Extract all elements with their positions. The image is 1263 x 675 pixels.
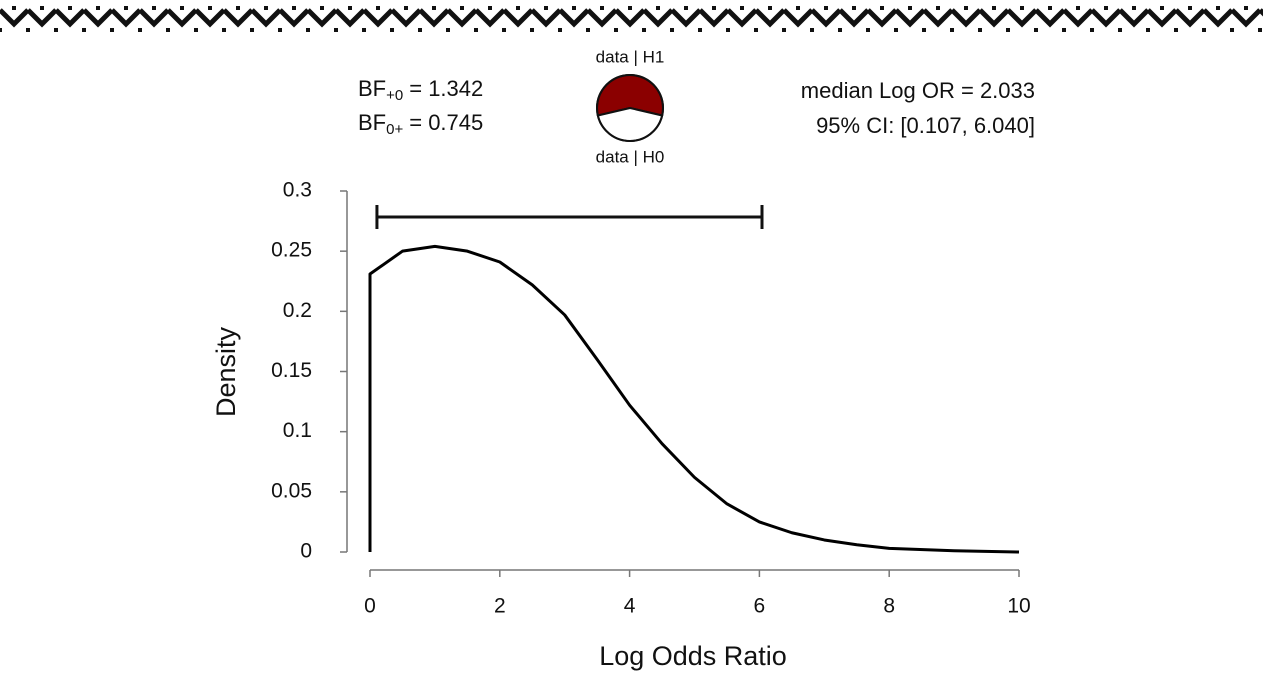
pie-outline bbox=[596, 74, 664, 142]
bf-subscript: +0 bbox=[386, 87, 403, 104]
x-tick-label: 0 bbox=[364, 595, 376, 618]
y-axis-title: Density bbox=[211, 326, 241, 417]
y-tick-label: 0.25 bbox=[271, 239, 312, 262]
bf-value: = 1.342 bbox=[409, 76, 483, 101]
ci-label: 95% CI: [0.107, 6.040] bbox=[816, 113, 1035, 138]
bf-value: = 0.745 bbox=[409, 110, 483, 135]
bf-label: BF+0 = 1.342 bbox=[358, 76, 483, 104]
median-label: median Log OR = 2.033 bbox=[801, 78, 1035, 103]
header-decoration bbox=[0, 0, 1263, 36]
x-tick-label: 2 bbox=[494, 595, 506, 618]
bf-base: BF bbox=[358, 76, 386, 101]
bf-label: BF0+ = 0.745 bbox=[358, 110, 483, 138]
x-tick-label: 10 bbox=[1007, 595, 1030, 618]
y-tick-label: 0.15 bbox=[271, 359, 312, 382]
bf-subscript: 0+ bbox=[386, 121, 403, 138]
x-tick-label: 6 bbox=[754, 595, 766, 618]
density-line bbox=[368, 244, 1020, 554]
pie-label: data | H0 bbox=[596, 147, 665, 166]
x-tick-label: 8 bbox=[883, 595, 895, 618]
y-tick-label: 0.3 bbox=[283, 179, 312, 202]
x-tick-label: 4 bbox=[624, 595, 636, 618]
bf-base: BF bbox=[358, 110, 386, 135]
y-tick-label: 0.1 bbox=[283, 419, 312, 442]
x-axis-title: Log Odds Ratio bbox=[599, 641, 787, 671]
y-tick-label: 0.05 bbox=[271, 479, 312, 502]
y-tick-label: 0.2 bbox=[283, 299, 312, 322]
pie-slice bbox=[596, 106, 664, 142]
y-tick-label: 0 bbox=[300, 540, 312, 563]
pie-label: data | H1 bbox=[596, 47, 665, 66]
